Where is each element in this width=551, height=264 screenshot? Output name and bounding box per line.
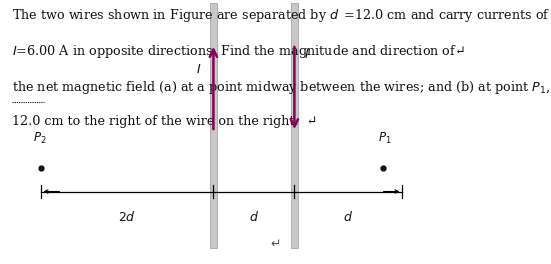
Text: $d$: $d$ — [343, 210, 353, 224]
Text: The two wires shown in Figure are separated by $d\,$ =12.0 cm and carry currents: The two wires shown in Figure are separa… — [12, 7, 550, 23]
Text: $I$: $I$ — [196, 63, 202, 76]
Text: the net magnetic field (a) at a point midway between the wires; and (b) at point: the net magnetic field (a) at a point mi… — [12, 79, 550, 96]
Text: ↵: ↵ — [270, 238, 281, 251]
Text: $I$: $I$ — [304, 48, 310, 61]
Text: $P_2$: $P_2$ — [33, 131, 46, 146]
Text: 12.0 cm to the right of the wire on the right.  ↵: 12.0 cm to the right of the wire on the … — [12, 115, 317, 128]
Text: $I$=6.00 A in opposite directions. Find the magnitude and direction of↵: $I$=6.00 A in opposite directions. Find … — [12, 43, 465, 60]
Bar — [291, 3, 298, 248]
Bar — [210, 3, 217, 248]
Text: $d$: $d$ — [249, 210, 259, 224]
Text: $2d$: $2d$ — [118, 210, 136, 224]
Text: $P_1$: $P_1$ — [378, 131, 391, 146]
